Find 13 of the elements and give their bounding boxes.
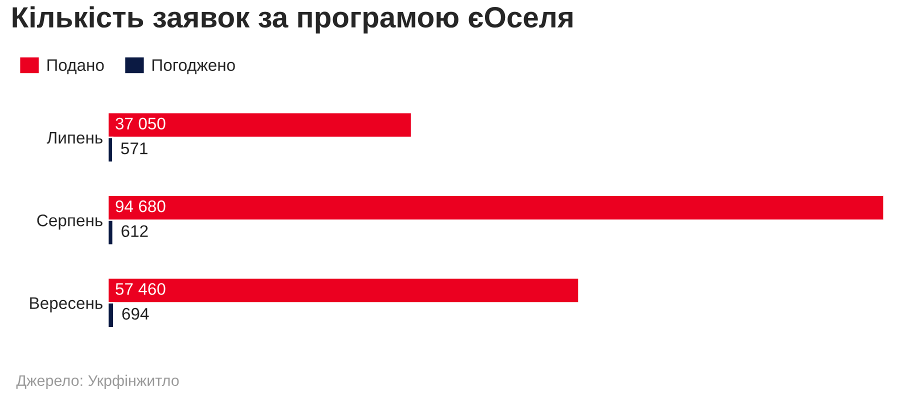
y-tick-label: Липень bbox=[46, 132, 102, 144]
y-tick-label: Серпень bbox=[37, 214, 102, 230]
data-label: 94 680 bbox=[116, 200, 166, 212]
data-label: 612 bbox=[122, 225, 148, 238]
legend-label: Погоджено bbox=[152, 59, 235, 74]
y-tick-label: Вересень bbox=[30, 297, 102, 312]
legend-label: Подано bbox=[48, 59, 104, 74]
data-label: 571 bbox=[121, 142, 148, 154]
text: Джерело: Укрфінжитло bbox=[16, 374, 179, 390]
data-label: 694 bbox=[122, 308, 149, 320]
data-label: 37 050 bbox=[116, 118, 166, 130]
data-label: 57 460 bbox=[116, 283, 166, 295]
chart-title: Кількість заявок за програмою єОселя bbox=[12, 6, 572, 34]
